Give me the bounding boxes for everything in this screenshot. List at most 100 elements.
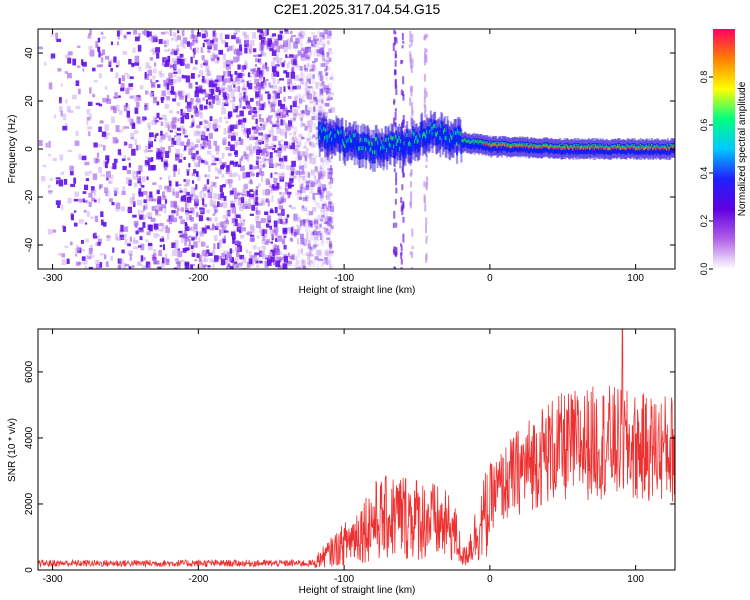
heatmap-cell <box>187 227 193 230</box>
heatmap-cell <box>201 159 205 164</box>
heatmap-cell <box>129 253 132 261</box>
heatmap-cell <box>309 141 312 146</box>
heatmap-cell <box>220 192 225 199</box>
heatmap-cell <box>253 87 259 93</box>
heatmap-cell <box>88 45 93 51</box>
heatmap-cell <box>183 188 188 195</box>
heatmap-cell <box>329 254 334 257</box>
heatmap-cell <box>202 249 207 256</box>
heatmap-cell <box>288 180 293 185</box>
heatmap-cell <box>323 227 328 233</box>
heatmap-cell <box>364 134 367 151</box>
heatmap-cell <box>99 262 103 268</box>
heatmap-cell <box>284 29 288 32</box>
heatmap-cell <box>212 30 217 33</box>
heatmap-cell <box>233 78 237 83</box>
heatmap-cell <box>174 131 177 134</box>
heatmap-cell <box>263 102 266 108</box>
heatmap-cell <box>218 49 224 55</box>
heatmap-cell <box>171 86 175 92</box>
heatmap-cell <box>287 252 290 257</box>
heatmap-cell <box>233 109 238 113</box>
heatmap-cell <box>215 87 220 93</box>
heatmap-cell <box>180 59 183 66</box>
heatmap-cell <box>312 37 316 44</box>
heatmap-cell <box>411 228 414 237</box>
heatmap-cell <box>313 106 317 112</box>
heatmap-cell <box>327 219 332 227</box>
heatmap-cell <box>276 152 282 157</box>
heatmap-cell <box>265 137 270 143</box>
heatmap-cell <box>306 47 311 53</box>
heatmap-cell <box>283 141 288 146</box>
heatmap-cell <box>341 126 344 144</box>
heatmap-cell <box>298 32 302 36</box>
heatmap-cell <box>328 200 333 205</box>
heatmap-cell <box>220 164 225 170</box>
heatmap-cell <box>274 206 278 214</box>
heatmap-cell <box>185 210 189 213</box>
heatmap-cell <box>202 76 205 81</box>
heatmap-cell <box>392 249 395 254</box>
heatmap-cell <box>293 255 297 261</box>
heatmap-cell <box>325 150 330 154</box>
heatmap-cell <box>398 135 401 140</box>
heatmap-cell <box>184 247 189 251</box>
heatmap-cell <box>323 112 327 115</box>
heatmap-cell <box>309 233 315 241</box>
heatmap-cell <box>176 207 180 211</box>
heatmap-cell <box>117 149 122 155</box>
heatmap-cell <box>281 114 286 118</box>
heatmap-cell <box>318 117 321 120</box>
heatmap-cell <box>136 95 142 101</box>
heatmap-cell <box>254 202 259 206</box>
heatmap-cell <box>182 110 186 116</box>
heatmap-cell <box>206 150 212 155</box>
heatmap-cell <box>262 52 267 57</box>
heatmap-cell <box>195 171 199 177</box>
heatmap-cell <box>305 148 309 151</box>
spectrogram-y-axis-label: Frequency (Hz) <box>7 115 18 184</box>
heatmap-cell <box>171 58 177 64</box>
heatmap-cell <box>258 57 262 65</box>
heatmap-cell <box>217 168 222 174</box>
heatmap-cell <box>207 140 212 146</box>
heatmap-cell <box>262 148 267 153</box>
heatmap-cell <box>154 34 158 39</box>
heatmap-cell <box>132 47 136 54</box>
heatmap-cell <box>312 134 316 138</box>
heatmap-cell <box>136 144 141 150</box>
heatmap-cell <box>262 121 267 127</box>
heatmap-cell <box>142 116 145 122</box>
heatmap-cell <box>307 185 311 188</box>
heatmap-cell <box>401 184 404 191</box>
heatmap-cell <box>300 136 304 140</box>
heatmap-cell <box>294 157 300 160</box>
heatmap-cell <box>309 125 313 129</box>
heatmap-cell <box>87 101 93 106</box>
heatmap-cell <box>305 182 310 188</box>
heatmap-cell <box>325 204 329 209</box>
heatmap-cell <box>148 132 154 138</box>
heatmap-cell <box>265 66 270 72</box>
heatmap-cell <box>80 157 83 160</box>
heatmap-cell <box>395 179 398 186</box>
heatmap-cell <box>328 242 333 249</box>
heatmap-cell <box>276 163 281 167</box>
heatmap-cell <box>425 56 428 63</box>
heatmap-cell <box>329 77 333 81</box>
heatmap-cell <box>294 192 299 196</box>
heatmap-cell <box>246 80 249 88</box>
heatmap-cell <box>188 238 191 246</box>
heatmap-cell <box>267 115 273 118</box>
heatmap-cell <box>190 245 194 250</box>
heatmap-cell <box>315 225 319 230</box>
heatmap-cell <box>88 131 91 137</box>
heatmap-cell <box>326 190 331 196</box>
heatmap-cell <box>192 39 195 46</box>
heatmap-cell <box>151 206 157 211</box>
heatmap-cell <box>166 39 169 46</box>
heatmap-cell <box>267 38 272 45</box>
heatmap-cell <box>212 83 217 88</box>
heatmap-cell <box>223 195 227 201</box>
